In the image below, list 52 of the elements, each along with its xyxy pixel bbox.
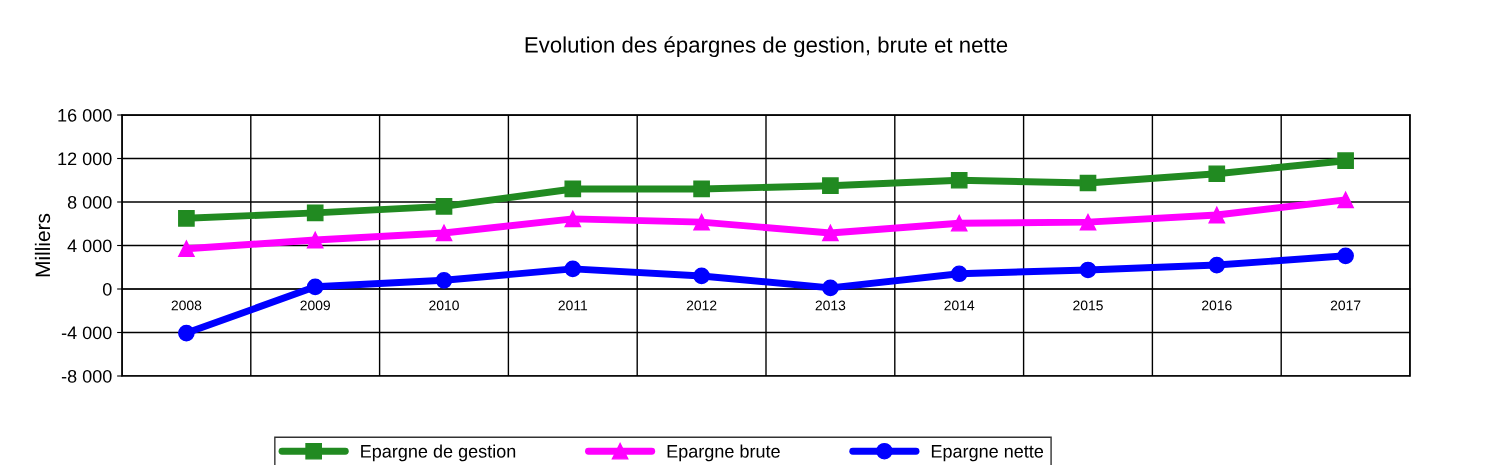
x-tick-label: 2010 — [429, 300, 459, 311]
point — [822, 177, 839, 195]
point — [1208, 256, 1226, 274]
legend-label: Epargne de gestion — [361, 444, 516, 462]
point — [822, 279, 839, 297]
point — [564, 180, 582, 198]
point — [1079, 261, 1097, 279]
point — [564, 210, 582, 228]
x-tick-label: 2013 — [815, 300, 846, 311]
point — [1079, 174, 1097, 192]
point — [1337, 152, 1354, 170]
point — [435, 271, 453, 289]
point — [822, 224, 839, 242]
y-tick-label: -4 000 — [61, 326, 112, 340]
y-tick-label: 0 — [102, 282, 112, 296]
point — [1208, 206, 1226, 224]
point — [950, 214, 968, 232]
point — [693, 213, 710, 231]
x-tick-label: 2008 — [171, 300, 202, 311]
point — [1337, 247, 1354, 265]
point — [564, 260, 582, 278]
point — [1079, 213, 1097, 231]
x-tick-label: 2015 — [1073, 300, 1103, 311]
point — [693, 180, 710, 198]
x-tick-label: 2016 — [1202, 300, 1232, 311]
x-tick-label: 2014 — [944, 300, 975, 311]
point — [435, 224, 453, 242]
point — [435, 198, 453, 215]
point — [178, 240, 195, 258]
x-tick-label: 2009 — [300, 300, 330, 311]
point — [1208, 165, 1226, 183]
y-tick-label: 8 000 — [67, 195, 112, 209]
point — [306, 204, 324, 222]
point — [306, 278, 324, 296]
y-axis-title: Milliers — [34, 213, 51, 277]
legend-label: Epargne brute — [667, 444, 780, 462]
point — [950, 171, 968, 189]
x-tick-label: 2011 — [558, 300, 588, 311]
x-tick-label: 2012 — [686, 300, 717, 311]
y-tick-label: 12 000 — [58, 152, 112, 166]
legend-label: Epargne nette — [931, 445, 1044, 462]
point — [950, 265, 968, 283]
chart-title: Evolution des épargnes de gestion, brute et nette — [525, 36, 1008, 58]
y-tick-label: 16 000 — [58, 108, 112, 122]
x-tick-label: 2017 — [1330, 300, 1361, 311]
point — [1337, 191, 1354, 209]
y-tick-label: 4 000 — [67, 239, 112, 253]
point — [306, 231, 324, 249]
point — [178, 324, 195, 342]
point — [693, 267, 710, 285]
y-tick-label: -8 000 — [61, 369, 112, 383]
point — [178, 209, 195, 227]
